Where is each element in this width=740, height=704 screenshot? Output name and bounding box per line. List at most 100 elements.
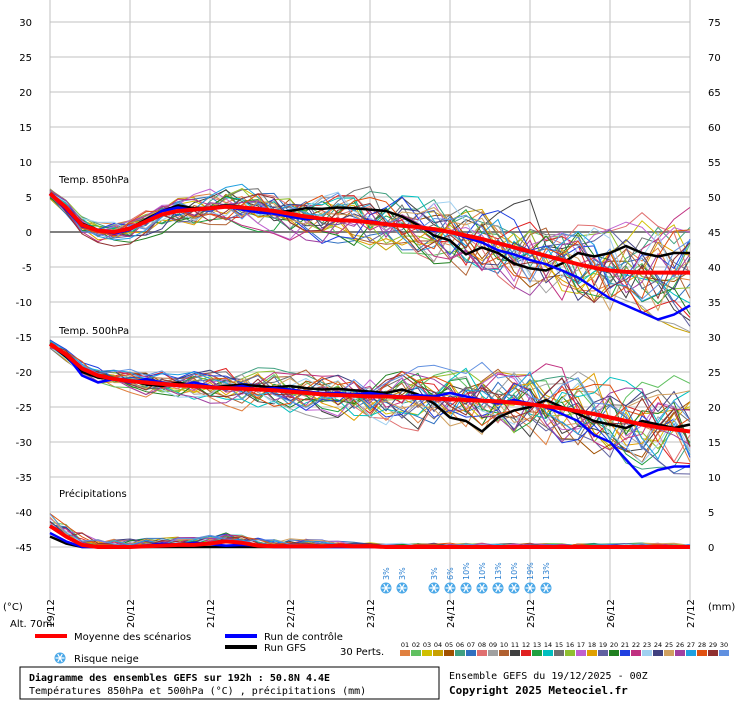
pert-swatch xyxy=(675,650,685,656)
pert-number: 16 xyxy=(566,641,574,649)
pert-swatch xyxy=(664,650,674,656)
right-tick-label: 35 xyxy=(708,298,721,309)
pert-number: 27 xyxy=(687,641,695,649)
x-axis: 19/12 20/12 21/12 22/12 23/12 24/12 25/12 26/12… xyxy=(46,599,697,628)
left-tick-label: -35 xyxy=(16,473,32,484)
snow-risk-icon xyxy=(540,582,552,594)
legend-snow-label: Risque neige xyxy=(74,654,139,665)
pert-swatch xyxy=(422,650,432,656)
right-tick-label: 30 xyxy=(708,333,721,344)
snowflake-arm xyxy=(431,583,437,593)
title-box xyxy=(19,666,440,700)
pert-swatch xyxy=(598,650,608,656)
left-tick-label: -40 xyxy=(16,508,32,519)
pert-number: 26 xyxy=(676,641,684,649)
right-tick-label: 70 xyxy=(708,53,721,64)
pert-swatch xyxy=(510,650,520,656)
right-tick-label: 40 xyxy=(708,263,721,274)
right-tick-label: 60 xyxy=(708,123,721,134)
snow-risk-pct: 3% xyxy=(382,567,391,580)
x-tick-label: 22/12 xyxy=(286,599,297,628)
pert-number: 18 xyxy=(588,641,596,649)
pert-number: 05 xyxy=(445,641,453,649)
right-tick-label: 45 xyxy=(708,228,721,239)
pert-swatch xyxy=(576,650,586,656)
snow-risk-icon xyxy=(476,582,488,594)
snow-risk-pct: 6% xyxy=(446,567,455,580)
pert-number: 20 xyxy=(610,641,618,649)
snowflake-arm xyxy=(511,583,517,593)
snow-risk-pct: 10% xyxy=(510,562,519,580)
right-tick-label: 15 xyxy=(708,438,721,449)
t500-control-line xyxy=(49,342,690,479)
altitude-label: Alt. 70m xyxy=(10,619,52,630)
precip-mean-line xyxy=(48,524,690,549)
right-tick-label: 10 xyxy=(708,473,721,484)
snow-risk-icon xyxy=(428,582,440,594)
pert-number: 19 xyxy=(599,641,607,649)
snowflake-arm xyxy=(447,583,453,593)
pert-swatch xyxy=(433,650,443,656)
pert-swatch xyxy=(565,650,575,656)
snowflake-arm xyxy=(479,583,485,593)
snow-risk-icon xyxy=(524,582,536,594)
pert-swatch xyxy=(708,650,718,656)
snowflake-arm xyxy=(399,583,405,593)
pert-swatch xyxy=(532,650,542,656)
pert-number: 03 xyxy=(423,641,431,649)
pert-swatch xyxy=(499,650,509,656)
pert-number: 25 xyxy=(665,641,673,649)
snow-risk-icon xyxy=(492,582,504,594)
right-tick-label: 65 xyxy=(708,88,721,99)
x-tick-label: 20/12 xyxy=(126,599,137,628)
perturbation-legend: 01 02 03 04 05 06 07 08 09 10 11 12 13 14 15 16 17 18 19 20… xyxy=(400,641,729,656)
snow-risk-pct: 13% xyxy=(542,562,551,580)
pert-number: 10 xyxy=(500,641,508,649)
pert-number: 29 xyxy=(709,641,717,649)
pert-number: 13 xyxy=(533,641,541,649)
pert-swatch xyxy=(466,650,476,656)
chart-title: Diagramme des ensembles GEFS sur 192h : … xyxy=(29,672,330,684)
member-t500-line xyxy=(49,347,691,446)
snowflake-icon xyxy=(54,652,66,664)
x-tick-label: 24/12 xyxy=(446,599,457,628)
pert-number: 28 xyxy=(698,641,706,649)
left-tick-label: 0 xyxy=(26,228,32,239)
snow-risk-icon xyxy=(460,582,472,594)
left-tick-label: 25 xyxy=(19,53,32,64)
snow-risk-pct: 13% xyxy=(494,562,503,580)
snowflake-arm xyxy=(463,583,469,593)
pert-swatch xyxy=(653,650,663,656)
perts-label: 30 Perts. xyxy=(340,647,384,658)
pert-swatch xyxy=(609,650,619,656)
right-tick-label: 25 xyxy=(708,368,721,379)
left-tick-label: 20 xyxy=(19,88,32,99)
left-tick-label: 30 xyxy=(19,18,32,29)
left-tick-label: -20 xyxy=(16,368,32,379)
snow-risk-pct: 10% xyxy=(478,562,487,580)
snow-risk-markers: 3% 3% 3% 6% 10% 10% 13% 10% 19% 13% xyxy=(380,562,552,594)
pert-swatch xyxy=(411,650,421,656)
pert-swatch xyxy=(719,650,729,656)
pert-number: 12 xyxy=(522,641,530,649)
pert-swatch xyxy=(521,650,531,656)
right-tick-label: 20 xyxy=(708,403,721,414)
left-tick-label: -45 xyxy=(16,543,32,554)
x-tick-label: 19/12 xyxy=(46,599,57,628)
snowflake-arm xyxy=(495,583,501,593)
snow-risk-icon xyxy=(396,582,408,594)
snowflake-arm xyxy=(383,583,389,593)
x-tick-label: 25/12 xyxy=(526,599,537,628)
x-tick-label: 27/12 xyxy=(686,599,697,628)
legend-gfs-label: Run GFS xyxy=(264,643,306,654)
pert-number: 15 xyxy=(555,641,563,649)
pert-number: 23 xyxy=(643,641,651,649)
pert-swatch xyxy=(488,650,498,656)
snow-risk-icon xyxy=(380,582,392,594)
right-axis-unit: (mm) xyxy=(708,602,735,613)
snow-risk-pct: 19% xyxy=(526,562,535,580)
pert-swatch xyxy=(477,650,487,656)
t850-mean-line xyxy=(48,191,690,275)
pert-number: 30 xyxy=(720,641,728,649)
